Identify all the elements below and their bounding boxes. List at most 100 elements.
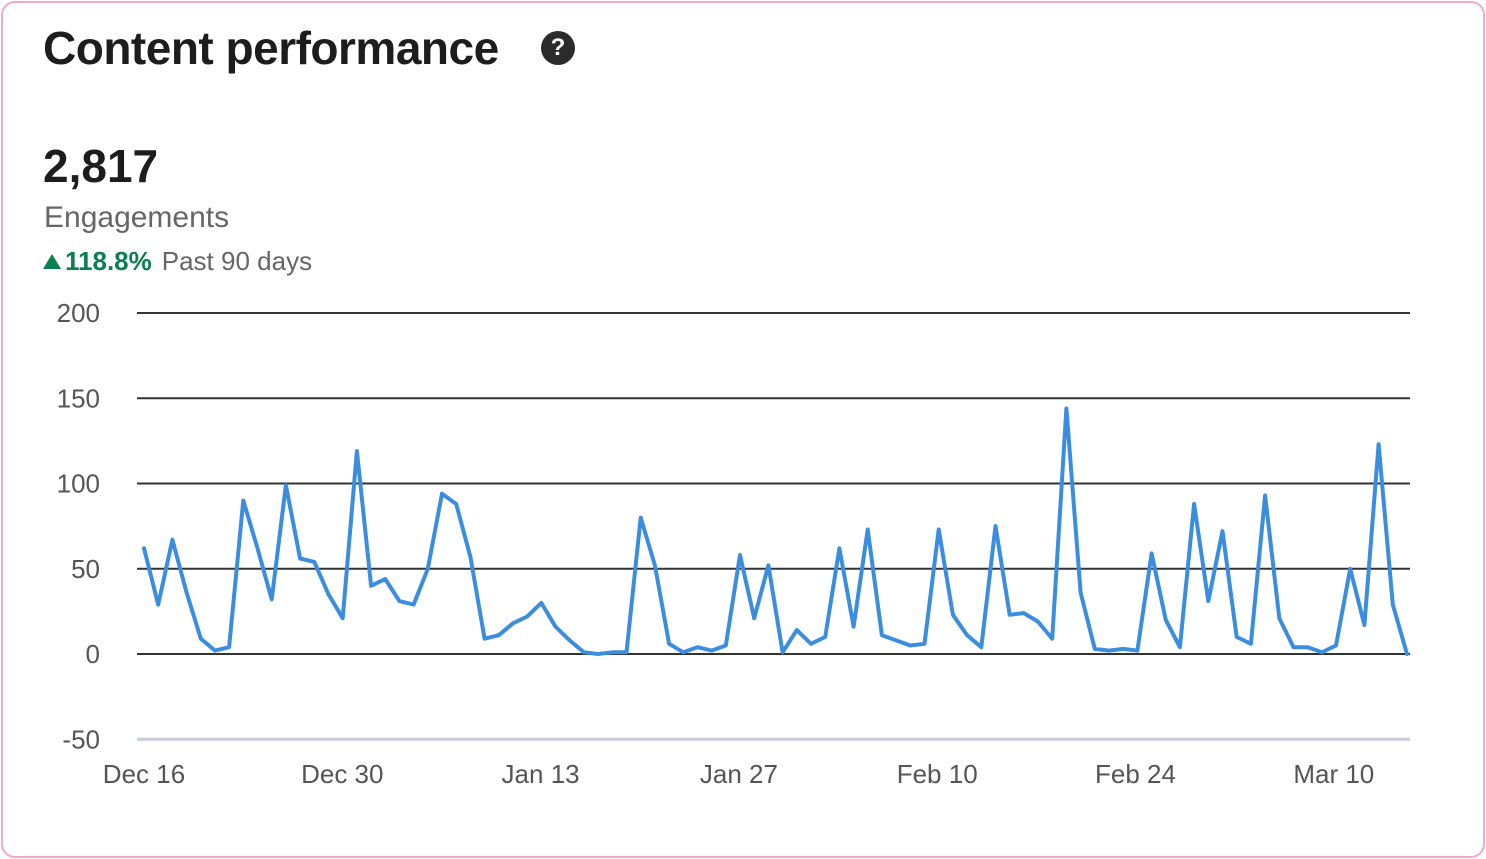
data-point <box>498 634 500 636</box>
data-point <box>938 529 940 530</box>
x-tick-label: Jan 13 <box>502 759 580 789</box>
data-point <box>810 643 812 645</box>
data-point <box>966 634 968 636</box>
chart-series <box>142 406 1409 656</box>
data-point <box>569 639 571 641</box>
triangle-up-icon <box>43 254 61 269</box>
data-point <box>838 547 840 549</box>
engagements-value: 2,817 <box>43 140 159 192</box>
data-point <box>1108 650 1110 652</box>
data-point <box>1122 648 1124 650</box>
data-point <box>1406 653 1408 655</box>
data-point <box>640 517 642 519</box>
data-point <box>824 636 826 638</box>
data-point <box>1349 568 1351 570</box>
y-axis-labels: 200 150 100 50 0 -50 <box>57 298 100 754</box>
y-tick-label: 100 <box>57 469 100 499</box>
data-point <box>342 617 344 619</box>
engagements-label: Engagements <box>44 201 230 234</box>
data-point <box>200 638 202 640</box>
data-point <box>1009 614 1011 616</box>
data-point <box>881 634 883 636</box>
data-point <box>398 600 400 602</box>
data-point <box>242 500 244 501</box>
x-axis-labels: Dec 16 Dec 30 Jan 13 Jan 27 Feb 10 Feb 24 Mar … <box>103 759 1374 789</box>
data-point <box>654 564 656 566</box>
data-point <box>356 450 358 452</box>
engagements-line-chart: 200 150 100 50 0 -50 Dec 16 Dec 30 Jan 13 Jan 27… <box>57 298 1410 789</box>
data-point <box>611 651 613 653</box>
data-point <box>455 503 457 505</box>
y-tick-label: 150 <box>57 383 100 413</box>
data-point <box>540 602 542 604</box>
data-point <box>924 643 925 645</box>
change-percent: 118.8% <box>65 246 152 276</box>
data-point <box>1378 443 1380 445</box>
change-period: Past 90 days <box>161 246 313 276</box>
data-point <box>413 604 415 606</box>
data-point <box>427 568 429 570</box>
data-point <box>285 484 287 486</box>
data-point <box>1222 530 1223 532</box>
data-point <box>1165 619 1167 621</box>
data-point <box>1307 646 1309 648</box>
data-point <box>711 650 713 652</box>
y-tick-label: 50 <box>71 554 100 584</box>
data-point <box>1023 612 1025 614</box>
change-row: 118.8% Past 90 days <box>43 246 312 277</box>
data-point <box>626 651 627 653</box>
data-point <box>1278 617 1280 619</box>
y-tick-label: 0 <box>86 639 100 669</box>
question-circle-icon[interactable]: ? <box>541 31 575 65</box>
data-point <box>171 539 173 541</box>
data-point <box>186 592 188 594</box>
data-point <box>682 651 684 653</box>
data-point <box>668 643 670 645</box>
data-point <box>980 646 982 648</box>
data-point <box>995 525 996 527</box>
data-point <box>1236 636 1238 638</box>
data-point <box>1363 624 1365 626</box>
data-point <box>143 547 145 549</box>
data-point <box>328 593 329 595</box>
x-tick-label: Jan 27 <box>700 759 778 789</box>
data-point <box>384 578 386 580</box>
data-point <box>257 547 258 549</box>
card-title: Content performance <box>43 22 499 74</box>
data-point <box>512 622 514 624</box>
data-point <box>1264 494 1266 496</box>
data-point <box>753 617 755 619</box>
engagements-series-line <box>142 406 1409 656</box>
data-point <box>1321 651 1323 653</box>
data-point <box>1051 638 1053 640</box>
data-point <box>1335 645 1337 646</box>
data-point <box>895 639 897 641</box>
data-point <box>1080 592 1082 594</box>
data-point <box>228 646 230 648</box>
data-point <box>767 564 769 566</box>
data-point <box>469 556 471 558</box>
data-point <box>1151 552 1153 554</box>
data-point <box>526 616 528 617</box>
data-point <box>909 645 911 646</box>
data-point <box>484 638 486 640</box>
data-point <box>796 629 798 631</box>
data-point <box>370 585 372 587</box>
data-point <box>739 554 741 556</box>
data-point <box>1250 643 1252 645</box>
data-point <box>157 604 159 606</box>
data-point <box>782 651 784 653</box>
y-tick-label: -50 <box>62 724 100 754</box>
data-point <box>299 558 301 559</box>
data-point <box>441 493 443 495</box>
x-tick-label: Mar 10 <box>1293 759 1374 789</box>
y-tick-label: 200 <box>57 298 100 328</box>
data-point <box>1065 408 1067 409</box>
data-point <box>853 626 855 628</box>
x-tick-label: Feb 24 <box>1095 759 1176 789</box>
data-point <box>867 529 869 530</box>
data-point <box>271 598 273 600</box>
data-point <box>1193 503 1195 505</box>
data-point <box>952 614 954 616</box>
